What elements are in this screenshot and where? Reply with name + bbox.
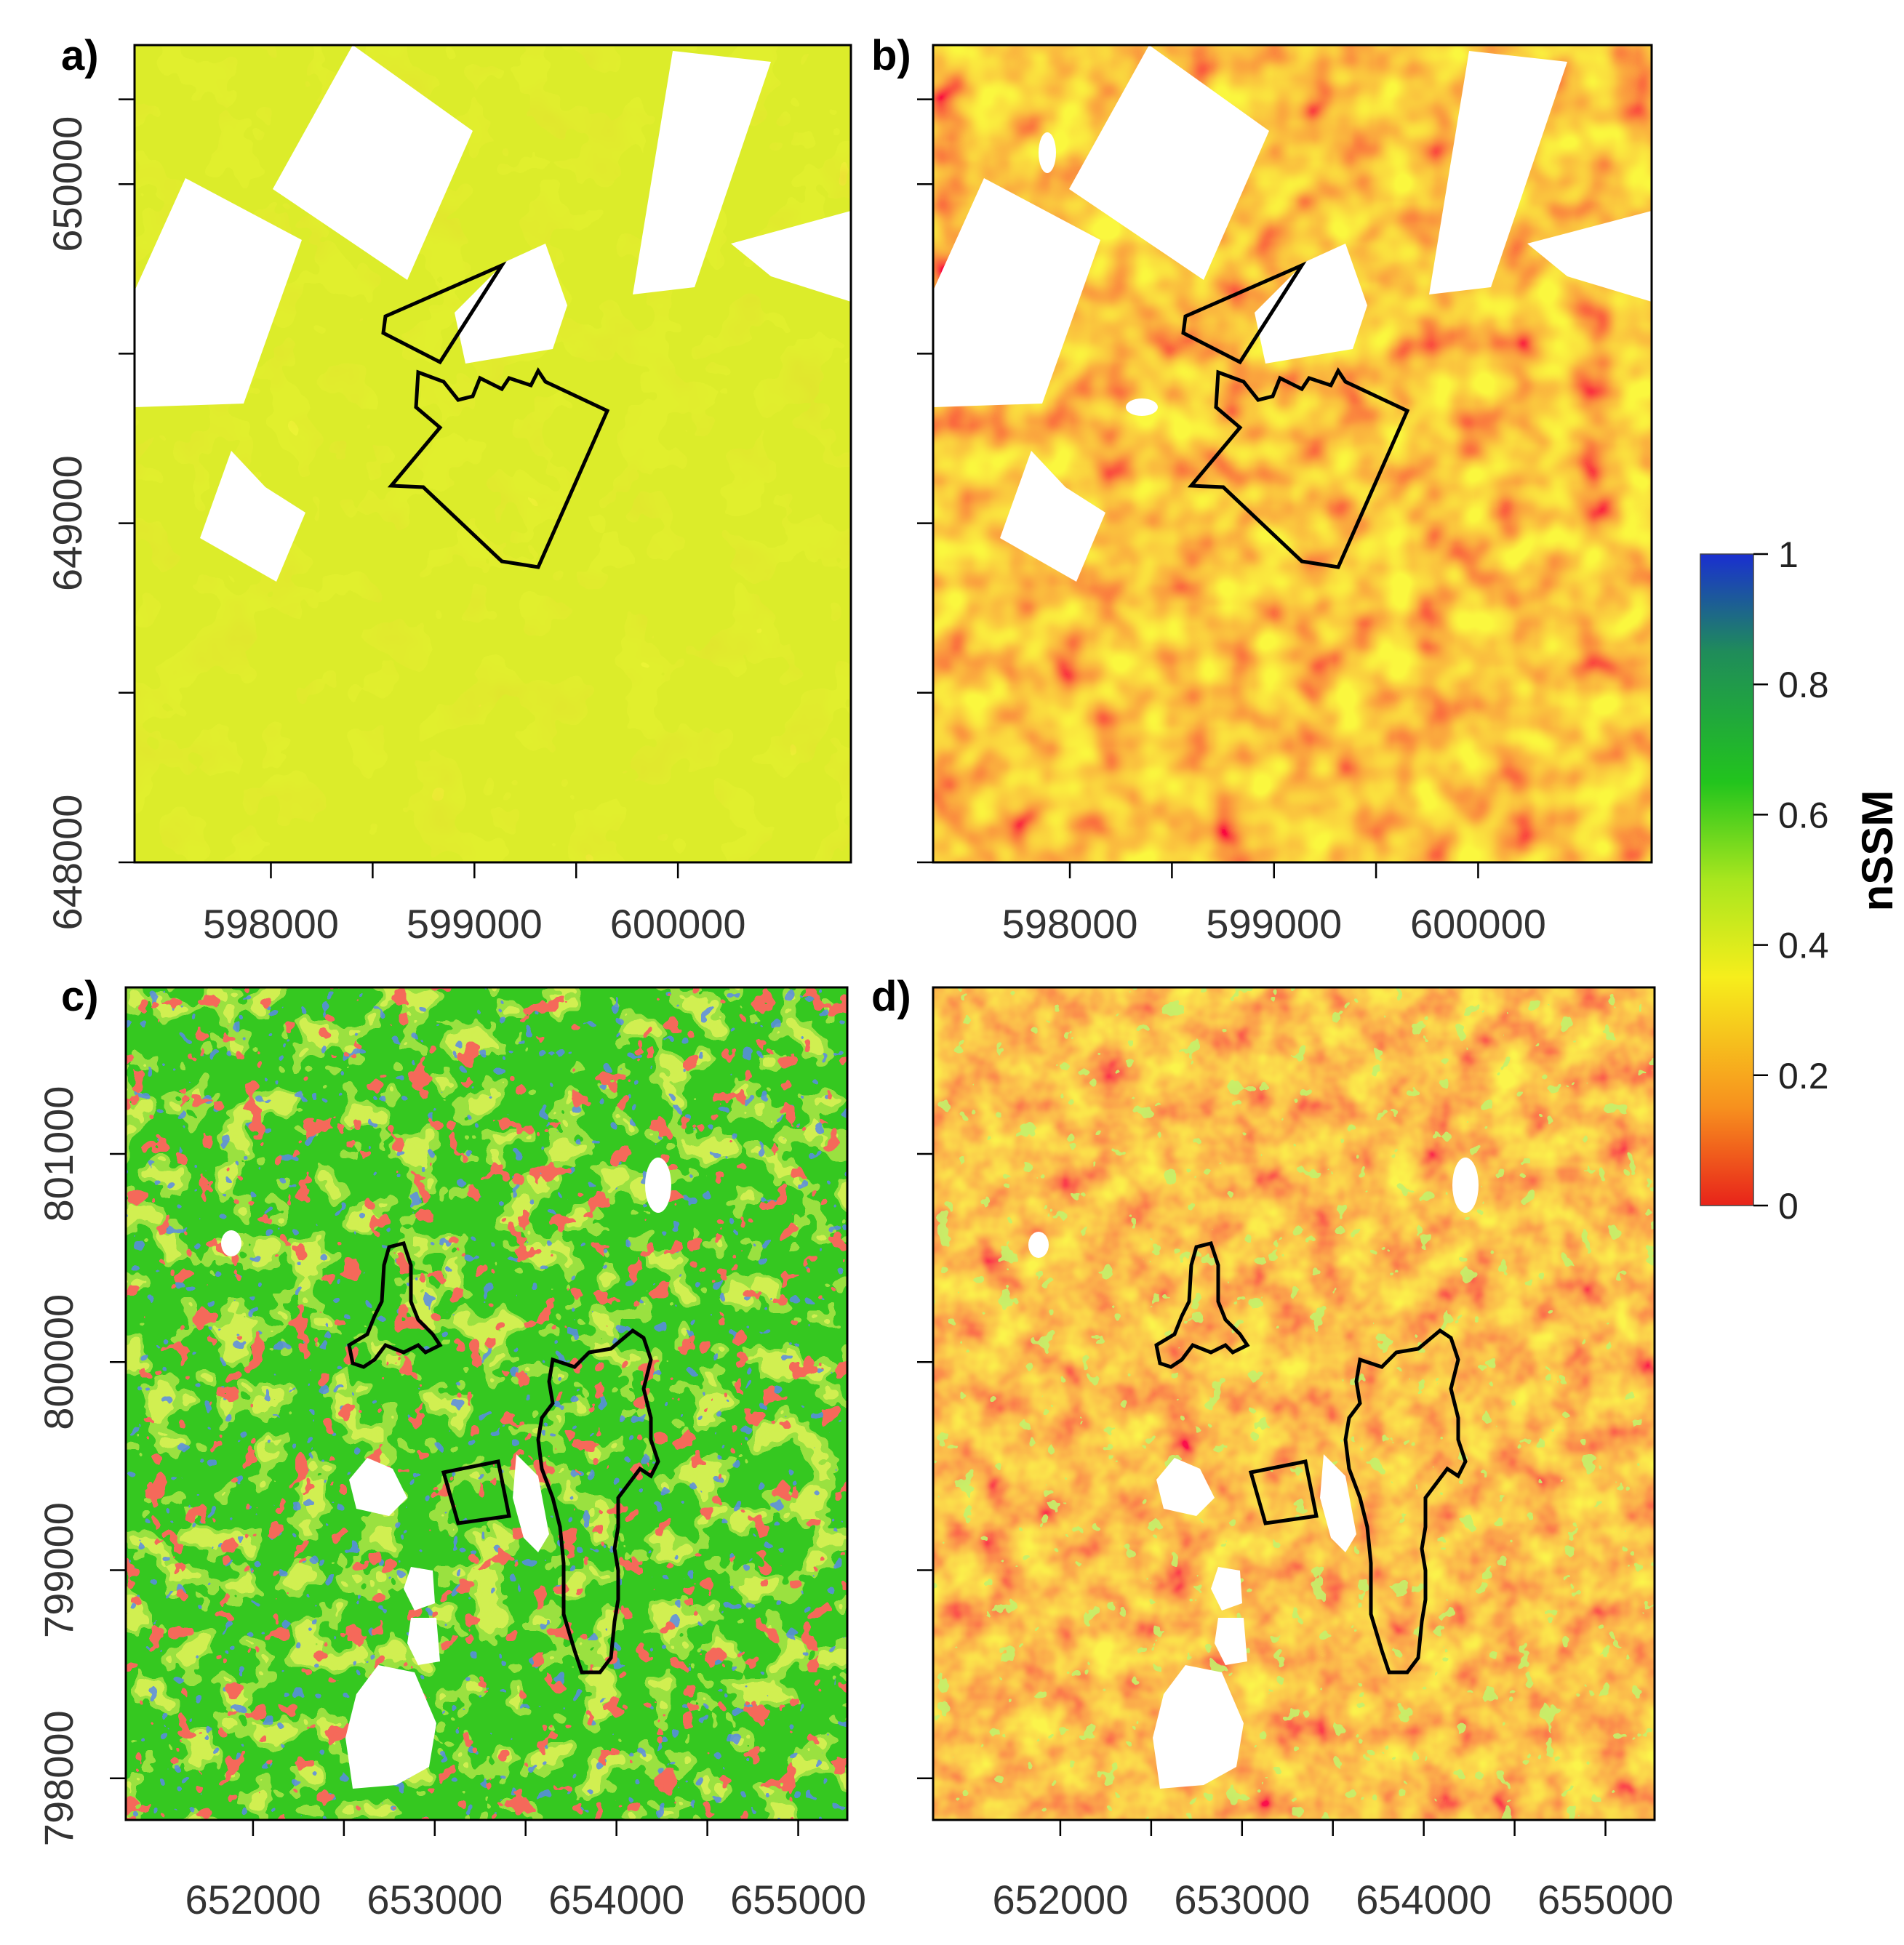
panel-a-mask: [273, 45, 473, 280]
panel-d-mask: [1153, 1665, 1244, 1789]
panel-b-frame: [932, 44, 1653, 864]
panel-c-mask: [513, 1454, 549, 1552]
panel-a-axes: 598000 599000 600000 648000 649000 650000: [44, 98, 746, 947]
y-tick-label: 800000: [36, 1294, 81, 1430]
panel-a-mask: [135, 178, 302, 407]
panel-b-mask: [1000, 451, 1105, 582]
panel-d-frame: [932, 986, 1656, 1821]
panel-a-mask: [633, 51, 771, 294]
colorbar-tick-label: 0.2: [1778, 1056, 1829, 1096]
x-tick-label: 654000: [548, 1877, 684, 1922]
panel-c-mask: [407, 1618, 440, 1665]
x-tick-label: 600000: [610, 901, 746, 947]
panel-b-mask: [1126, 398, 1158, 416]
panel-d-boundary: [1343, 1328, 1468, 1675]
panel-c-mask: [345, 1665, 436, 1789]
panel-b-mask: [1039, 132, 1056, 173]
panel-a-raster: [135, 45, 851, 862]
colorbar: 0 0.2 0.4 0.6 0.8 1 nSSM: [1700, 534, 1902, 1227]
panel-c-raster: [126, 987, 847, 1820]
y-tick-label: 798000: [36, 1710, 81, 1846]
panel-b-mask: [1255, 244, 1367, 364]
panel-a-mask: [731, 211, 851, 302]
colorbar-gradient: [1700, 553, 1754, 1206]
panel-c-mask: [404, 1567, 435, 1611]
colorbar-tick-label: 1: [1778, 534, 1799, 575]
panel-d-boundary: [1248, 1459, 1319, 1525]
colorbar-tick-label: 0.6: [1778, 795, 1829, 835]
panel-d-mask: [1211, 1567, 1242, 1611]
panel-c-boundary: [441, 1459, 511, 1525]
panel-a-mask: [455, 244, 567, 364]
panel-d-mask: [1156, 1458, 1215, 1516]
colorbar-tick-label: 0.8: [1778, 665, 1829, 705]
panel-d-boundary: [1154, 1241, 1250, 1369]
panel-b-mask: [933, 178, 1100, 407]
panel-a-boundary: [387, 367, 610, 569]
x-tick-label: 652000: [992, 1877, 1128, 1922]
panel-b-boundary: [1187, 367, 1410, 569]
colorbar-tick-label: 0.4: [1778, 926, 1829, 966]
panel-b-raster: [933, 45, 1652, 862]
panel-c-mask: [221, 1230, 241, 1256]
panel-d: 652000 653000 654000 655000 d): [871, 973, 1673, 1922]
panel-b: 598000 599000 600000 b): [871, 32, 1653, 947]
x-tick-label: 598000: [1002, 901, 1138, 947]
panel-b-boundary: [1181, 261, 1307, 365]
panel-d-mask: [1452, 1158, 1479, 1213]
x-tick-label: 655000: [730, 1877, 866, 1922]
x-tick-label: 653000: [367, 1877, 503, 1922]
panel-d-mask: [1320, 1454, 1356, 1552]
panel-d-mask: [1215, 1618, 1247, 1665]
panel-c-boundary: [347, 1241, 443, 1369]
panel-a-mask: [200, 451, 305, 582]
colorbar-tick-label: 0: [1778, 1186, 1799, 1227]
panel-b-mask: [1527, 211, 1652, 302]
colorbar-ticks: 0 0.2 0.4 0.6 0.8 1: [1753, 534, 1829, 1227]
x-tick-label: 654000: [1356, 1877, 1492, 1922]
colorbar-title: nSSM: [1853, 790, 1902, 912]
panel-a: 598000 599000 600000 648000 649000 650000 a): [44, 32, 852, 947]
y-tick-label: 648000: [44, 795, 90, 931]
panel-a-boundary: [381, 261, 507, 365]
x-tick-label: 655000: [1537, 1877, 1673, 1922]
x-tick-label: 599000: [407, 901, 543, 947]
x-tick-label: 599000: [1206, 901, 1342, 947]
panel-d-axes: 652000 653000 654000 655000: [917, 1152, 1673, 1922]
panel-b-label: b): [871, 32, 911, 79]
panel-b-mask: [1069, 45, 1269, 280]
x-tick-label: 652000: [185, 1877, 321, 1922]
panel-c-boundary: [536, 1328, 660, 1675]
panel-d-label: d): [871, 973, 911, 1020]
panel-c-label: c): [61, 973, 99, 1020]
panel-a-label: a): [61, 32, 99, 79]
panel-c-axes: 652000 653000 654000 655000 798000 799000 8000…: [36, 1086, 866, 1922]
panel-b-axes: 598000 599000 600000: [917, 98, 1546, 947]
panel-a-frame: [133, 44, 852, 864]
x-tick-label: 600000: [1410, 901, 1546, 947]
panel-d-mask: [1028, 1232, 1049, 1258]
x-tick-label: 653000: [1174, 1877, 1310, 1922]
x-tick-label: 598000: [203, 901, 339, 947]
panel-c-mask: [645, 1158, 671, 1213]
y-tick-label: 801000: [36, 1086, 81, 1222]
panel-d-raster: [933, 987, 1655, 1820]
y-tick-label: 650000: [44, 116, 90, 252]
y-tick-label: 799000: [36, 1502, 81, 1638]
panel-c-mask: [349, 1458, 407, 1516]
y-tick-label: 649000: [44, 455, 90, 591]
panel-c-frame: [124, 986, 849, 1821]
panel-c: 652000 653000 654000 655000 798000 799000 8000…: [36, 973, 866, 1922]
panel-b-mask: [1429, 51, 1567, 294]
